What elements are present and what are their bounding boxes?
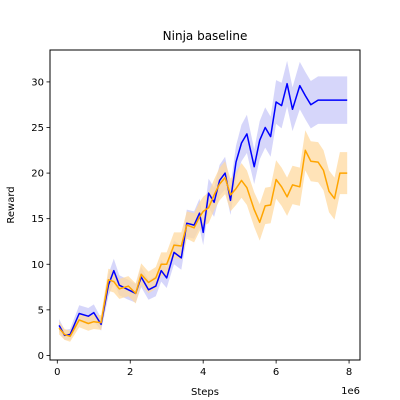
x-tick-label: 6 <box>273 367 279 378</box>
y-tick-label: 0 <box>38 351 44 362</box>
y-axis-label: Reward <box>6 186 17 223</box>
x-tick-label: 0 <box>54 367 60 378</box>
y-tick-label: 25 <box>31 123 44 134</box>
series-2-line <box>58 149 348 338</box>
y-tick-label: 30 <box>31 77 44 88</box>
y-tick-label: 15 <box>31 214 44 225</box>
y-axis-ticks: 0 5 10 15 20 25 30 <box>31 77 50 362</box>
x-axis-offset-label: 1e6 <box>341 386 360 397</box>
series-lines <box>58 82 348 338</box>
y-tick-label: 5 <box>38 305 44 316</box>
x-tick-label: 4 <box>200 367 206 378</box>
y-tick-label: 20 <box>31 169 44 180</box>
x-tick-label: 2 <box>127 367 133 378</box>
series-1-confidence-band <box>59 60 348 340</box>
chart-title: Ninja baseline <box>163 29 248 43</box>
y-tick-label: 10 <box>31 260 44 271</box>
x-tick-label: 8 <box>346 367 352 378</box>
x-axis-ticks: 0 2 4 6 8 <box>54 360 352 378</box>
x-axis-label: Steps <box>191 387 219 398</box>
plot-area-frame <box>49 49 361 361</box>
series-1-line <box>58 82 348 337</box>
